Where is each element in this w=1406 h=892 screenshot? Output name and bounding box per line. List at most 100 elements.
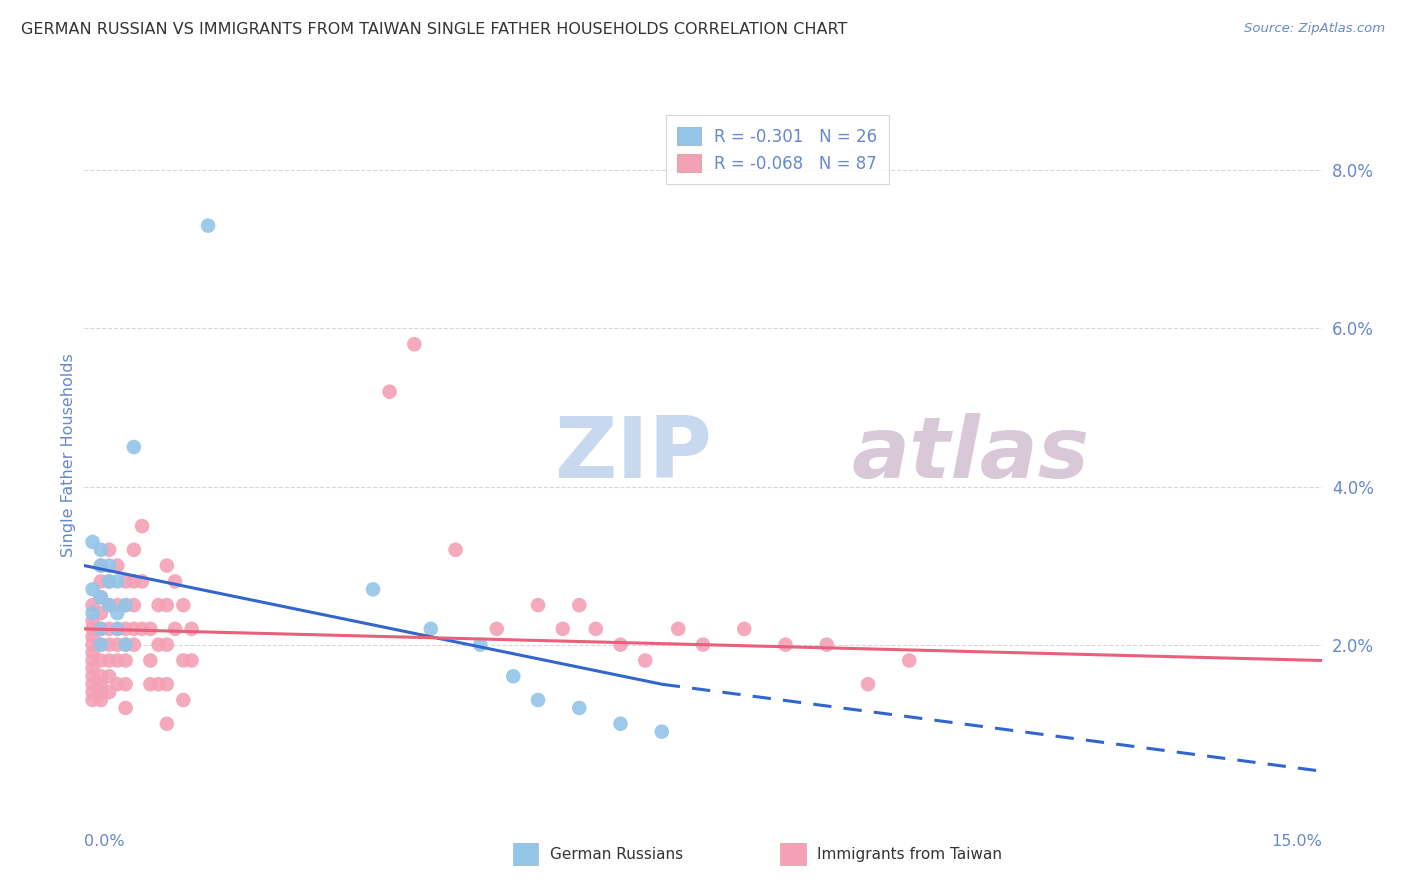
Point bbox=[156, 677, 179, 691]
Point bbox=[666, 622, 689, 636]
Point bbox=[197, 219, 219, 233]
Text: atlas: atlas bbox=[852, 413, 1090, 497]
Point bbox=[98, 669, 121, 683]
Point bbox=[90, 653, 112, 667]
Point bbox=[98, 558, 121, 573]
Point bbox=[172, 653, 194, 667]
Point bbox=[98, 598, 121, 612]
Point bbox=[114, 598, 136, 612]
Point bbox=[165, 574, 187, 589]
Point bbox=[114, 574, 136, 589]
Point bbox=[105, 598, 128, 612]
Point bbox=[551, 622, 574, 636]
Point bbox=[131, 574, 153, 589]
Point bbox=[98, 574, 121, 589]
Point bbox=[139, 622, 162, 636]
Text: ZIP: ZIP bbox=[554, 413, 713, 497]
Point bbox=[122, 598, 145, 612]
Text: Immigrants from Taiwan: Immigrants from Taiwan bbox=[817, 847, 1002, 862]
Point bbox=[775, 638, 797, 652]
Point bbox=[470, 638, 492, 652]
Point bbox=[82, 693, 104, 707]
Point bbox=[98, 574, 121, 589]
Point bbox=[527, 693, 550, 707]
Point bbox=[98, 622, 121, 636]
Point bbox=[90, 622, 112, 636]
Point bbox=[856, 677, 879, 691]
Point bbox=[114, 701, 136, 715]
Point bbox=[114, 598, 136, 612]
Bar bbox=[513, 843, 538, 865]
Point bbox=[502, 669, 524, 683]
Point bbox=[90, 542, 112, 557]
Point bbox=[609, 638, 631, 652]
Point bbox=[733, 622, 755, 636]
Point bbox=[90, 606, 112, 620]
Point bbox=[404, 337, 426, 351]
Point bbox=[82, 685, 104, 699]
Point bbox=[82, 661, 104, 675]
Point bbox=[82, 630, 104, 644]
Point bbox=[114, 638, 136, 652]
Point bbox=[585, 622, 607, 636]
Point bbox=[90, 591, 112, 605]
Point bbox=[122, 542, 145, 557]
Point bbox=[131, 519, 153, 533]
Point bbox=[90, 558, 112, 573]
Point bbox=[105, 677, 128, 691]
Point bbox=[82, 653, 104, 667]
Point bbox=[165, 622, 187, 636]
Point bbox=[82, 598, 104, 612]
Point bbox=[90, 558, 112, 573]
Point bbox=[139, 653, 162, 667]
Point bbox=[361, 582, 384, 597]
Text: 0.0%: 0.0% bbox=[84, 834, 125, 849]
Point bbox=[82, 614, 104, 628]
Point bbox=[634, 653, 657, 667]
Y-axis label: Single Father Households: Single Father Households bbox=[60, 353, 76, 557]
Text: Source: ZipAtlas.com: Source: ZipAtlas.com bbox=[1244, 22, 1385, 36]
Point bbox=[568, 598, 591, 612]
Bar bbox=[780, 843, 806, 865]
Point bbox=[105, 653, 128, 667]
Point bbox=[90, 669, 112, 683]
Point bbox=[90, 638, 112, 652]
Text: German Russians: German Russians bbox=[550, 847, 683, 862]
Point bbox=[148, 598, 170, 612]
Point bbox=[180, 653, 202, 667]
Point bbox=[568, 701, 591, 715]
Point bbox=[444, 542, 467, 557]
Point bbox=[90, 685, 112, 699]
Point bbox=[98, 638, 121, 652]
Point bbox=[156, 716, 179, 731]
Point bbox=[90, 638, 112, 652]
Point bbox=[156, 638, 179, 652]
Point bbox=[82, 534, 104, 549]
Point bbox=[172, 693, 194, 707]
Point bbox=[82, 646, 104, 660]
Point bbox=[172, 598, 194, 612]
Point bbox=[82, 677, 104, 691]
Point bbox=[90, 677, 112, 691]
Point bbox=[122, 638, 145, 652]
Point bbox=[148, 638, 170, 652]
Point bbox=[114, 638, 136, 652]
Point bbox=[180, 622, 202, 636]
Legend: R = -0.301   N = 26, R = -0.068   N = 87: R = -0.301 N = 26, R = -0.068 N = 87 bbox=[665, 115, 889, 185]
Point bbox=[114, 622, 136, 636]
Point bbox=[148, 677, 170, 691]
Point bbox=[122, 574, 145, 589]
Point bbox=[114, 677, 136, 691]
Point bbox=[156, 558, 179, 573]
Point bbox=[98, 542, 121, 557]
Point bbox=[90, 574, 112, 589]
Point bbox=[122, 622, 145, 636]
Point bbox=[692, 638, 714, 652]
Point bbox=[419, 622, 441, 636]
Point bbox=[105, 638, 128, 652]
Point bbox=[527, 598, 550, 612]
Text: 15.0%: 15.0% bbox=[1271, 834, 1322, 849]
Point bbox=[651, 724, 673, 739]
Text: GERMAN RUSSIAN VS IMMIGRANTS FROM TAIWAN SINGLE FATHER HOUSEHOLDS CORRELATION CH: GERMAN RUSSIAN VS IMMIGRANTS FROM TAIWAN… bbox=[21, 22, 848, 37]
Point bbox=[90, 693, 112, 707]
